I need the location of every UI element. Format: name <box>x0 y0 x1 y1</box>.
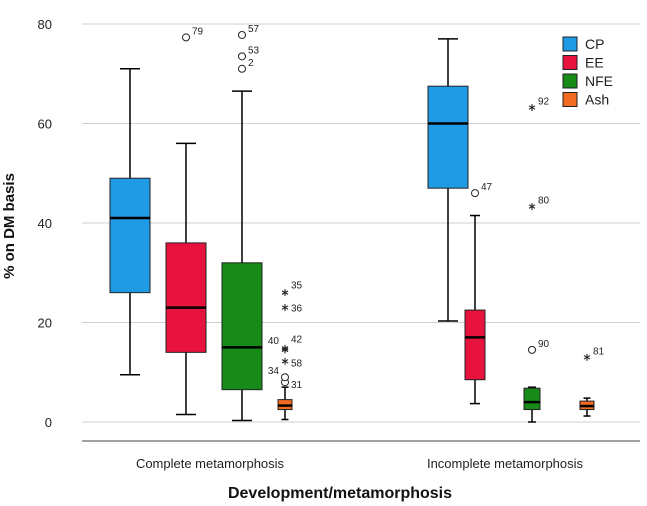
box-iqr <box>427 85 469 189</box>
outlier-label: 2 <box>248 58 254 69</box>
y-tick-label: 80 <box>38 17 52 32</box>
outlier-circle <box>238 52 246 61</box>
outlier-label: 35 <box>291 281 303 292</box>
star-stroke <box>281 305 289 310</box>
y-axis-ticks: 0 20 40 60 80 <box>38 17 52 430</box>
box-iqr <box>165 242 207 353</box>
outlier-label: 36 <box>291 304 303 315</box>
legend-label-nfe: NFE <box>585 73 613 89</box>
outlier-label: 92 <box>538 97 550 108</box>
box-cp-incomplete <box>427 38 469 322</box>
outlier-label: 40 <box>268 336 280 347</box>
star-stroke <box>281 290 289 295</box>
outlier-star <box>528 104 536 112</box>
box-nfe-incomplete: 90 80 92 <box>523 97 550 423</box>
box-ee-incomplete: 47 <box>464 182 493 405</box>
outlier-circle <box>238 30 246 39</box>
outlier-star <box>281 344 289 352</box>
box-cp-complete <box>109 68 151 376</box>
outlier-label: 34 <box>268 366 280 377</box>
outlier-label: 79 <box>192 26 204 37</box>
outlier-label: 57 <box>248 24 260 35</box>
outlier-label: 58 <box>291 358 303 369</box>
category-label-incomplete: Incomplete metamorphosis <box>427 456 584 471</box>
star-stroke <box>281 359 289 364</box>
legend-swatch-ash <box>562 92 578 107</box>
legend-label-ash: Ash <box>585 92 609 108</box>
star-stroke <box>583 355 591 360</box>
legend: CP EE NFE Ash <box>562 36 613 108</box>
outlier-circle <box>471 189 479 198</box>
outlier-label: 90 <box>538 339 550 350</box>
outlier-label: 80 <box>538 196 550 207</box>
box-ee-complete: 79 <box>165 26 207 416</box>
outlier-circle <box>528 345 536 354</box>
star-stroke <box>281 346 289 351</box>
outlier-label: 31 <box>291 380 303 391</box>
outlier-circle <box>182 33 190 42</box>
outlier-star <box>528 203 536 211</box>
box-ash-complete: 31 34 58 40 42 36 35 <box>268 281 303 421</box>
box-nfe-complete: 57 53 2 <box>221 24 263 422</box>
box-ash-incomplete: 81 <box>579 346 605 417</box>
boxes: 79 47 57 53 2 90 80 92 31 34 58 40 42 36 35 81 <box>109 24 605 423</box>
box-iqr <box>523 387 541 411</box>
box-iqr <box>109 177 151 294</box>
category-label-complete: Complete metamorphosis <box>136 456 285 471</box>
y-tick-label: 20 <box>38 316 52 331</box>
outlier-star <box>281 289 289 297</box>
legend-label-cp: CP <box>585 36 604 52</box>
y-axis-label: % on DM basis <box>1 173 18 279</box>
legend-swatch-ee <box>562 55 578 70</box>
outlier-label: 81 <box>593 346 605 357</box>
legend-label-ee: EE <box>585 55 604 71</box>
outlier-label: 47 <box>481 182 493 193</box>
box-iqr <box>221 262 263 391</box>
outlier-star <box>281 357 289 365</box>
box-iqr <box>464 309 486 381</box>
outlier-label: 42 <box>291 334 303 345</box>
y-tick-label: 40 <box>38 216 52 231</box>
outlier-circle <box>238 64 246 73</box>
outlier-star <box>583 353 591 361</box>
gridlines <box>82 23 640 423</box>
x-axis-label: Development/metamorphosis <box>228 485 452 502</box>
legend-swatch-cp <box>562 36 578 52</box>
y-tick-label: 0 <box>45 415 52 430</box>
legend-swatch-nfe <box>562 73 578 89</box>
star-stroke <box>528 204 536 209</box>
outlier-label: 53 <box>248 45 260 56</box>
outlier-star <box>281 304 289 312</box>
y-tick-label: 60 <box>38 117 52 132</box>
star-stroke <box>528 105 536 110</box>
outlier-circle <box>281 373 289 382</box>
